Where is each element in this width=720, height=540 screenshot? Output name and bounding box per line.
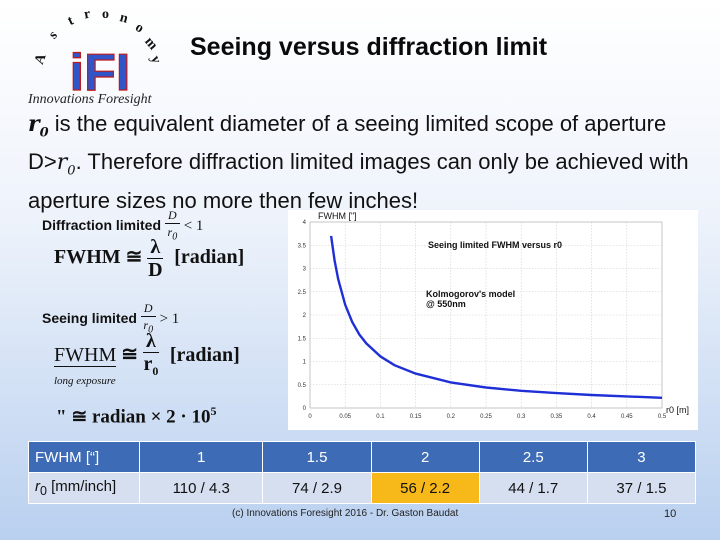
logo-subtitle: Innovations Foresight: [28, 92, 152, 107]
table-header-row: FWHM [“] 1 1.5 2 2.5 3: [28, 441, 697, 473]
arcsec-conversion: " ≅ radian × 2 · 105: [56, 404, 217, 428]
table-cell: 110 / 4.3: [138, 472, 264, 504]
x-axis-label: r0 [m]: [666, 405, 689, 415]
y-tick-label: 4: [303, 220, 307, 226]
chart-title: Seeing limited FWHM versus r0: [428, 240, 562, 250]
x-tick-label: 0.5: [658, 414, 667, 420]
page-number: 10: [664, 508, 677, 520]
logo-letter: o: [133, 20, 147, 36]
table-cell: 74 / 2.9: [262, 472, 372, 504]
r0-symbol: r0: [56, 150, 76, 179]
logo-letter: o: [102, 8, 109, 22]
logo-letter: n: [118, 10, 130, 27]
y-tick-label: 1: [303, 360, 307, 366]
chart-annotation: @ 550nm: [426, 299, 466, 309]
y-axis-label: FWHM ["]: [318, 211, 357, 221]
table-cell: 44 / 1.7: [478, 472, 588, 504]
table-header-cell: 3: [586, 441, 697, 473]
x-tick-label: 0.45: [621, 414, 633, 420]
y-tick-label: 0: [303, 406, 307, 412]
table-cell: 37 / 1.5: [586, 472, 697, 504]
x-tick-label: 0.4: [587, 414, 596, 420]
x-tick-label: 0: [308, 414, 312, 420]
logo-letter: A: [32, 51, 50, 66]
slide-title: Seeing versus diffraction limit: [190, 33, 548, 61]
logo-letter: t: [65, 13, 76, 29]
fwhm-r0-table: FWHM [“] 1 1.5 2 2.5 3 r0 [mm/inch] 110 …: [28, 441, 697, 504]
grid-lines: [309, 221, 663, 409]
y-tick-label: 0.5: [298, 383, 307, 389]
table-header-cell: 2: [370, 441, 480, 473]
table-header-cell: 1.5: [262, 441, 372, 473]
x-tick-label: 0.05: [339, 414, 351, 420]
table-row: r0 [mm/inch] 110 / 4.3 74 / 2.9 56 / 2.2…: [28, 472, 697, 504]
seeing-fwhm-formula: FWHM ≅ λ r0 [radian]: [54, 330, 240, 382]
tick-labels: 0 0.05 0.1 0.15 0.2 0.25 0.3 0.35 0.4 0.45 0.5 0 0.5…: [298, 220, 667, 420]
fwhm-curve: [329, 235, 663, 399]
x-tick-label: 0.35: [551, 414, 563, 420]
x-tick-label: 0.3: [517, 414, 526, 420]
intro-text: r0 is the equivalent diameter of a seein…: [28, 111, 689, 213]
table-header-cell: FWHM [“]: [28, 441, 140, 473]
table-row-label: r0 [mm/inch]: [28, 472, 140, 504]
r0-symbol: r0: [28, 111, 49, 141]
x-tick-label: 0.2: [447, 414, 456, 420]
logo-letter: r: [83, 8, 92, 23]
diffraction-label: Diffraction limited: [42, 216, 162, 233]
x-tick-label: 0.25: [480, 414, 492, 420]
long-exposure-note: long exposure: [54, 375, 116, 387]
table-cell-highlighted: 56 / 2.2: [370, 472, 480, 504]
logo-mark: iFI: [70, 44, 131, 98]
y-tick-label: 3: [303, 267, 307, 273]
chart-annotation: Kolmogorov's model: [426, 289, 515, 299]
fwhm-vs-r0-chart: 0 0.05 0.1 0.15 0.2 0.25 0.3 0.35 0.4 0.45 0.5 0 0.5…: [288, 210, 698, 430]
y-tick-label: 2: [303, 313, 307, 319]
x-tick-label: 0.1: [376, 414, 385, 420]
innovations-foresight-logo: A s t r o n o m y iFI: [32, 8, 164, 98]
x-tick-label: 0.15: [410, 414, 422, 420]
y-tick-label: 3.5: [298, 243, 307, 249]
y-tick-label: 1.5: [298, 336, 307, 342]
seeing-label: Seeing limited: [42, 309, 137, 326]
y-tick-label: 2.5: [298, 290, 307, 296]
logo-letter: y: [147, 54, 163, 66]
lambda-over-r0: λ r0: [143, 330, 159, 378]
table-header-cell: 2.5: [478, 441, 588, 473]
table-header-cell: 1: [138, 441, 264, 473]
footer-copyright: (c) Innovations Foresight 2016 - Dr. Gas…: [232, 508, 459, 519]
logo-letter: m: [141, 34, 160, 53]
logo-letter: s: [46, 28, 61, 43]
